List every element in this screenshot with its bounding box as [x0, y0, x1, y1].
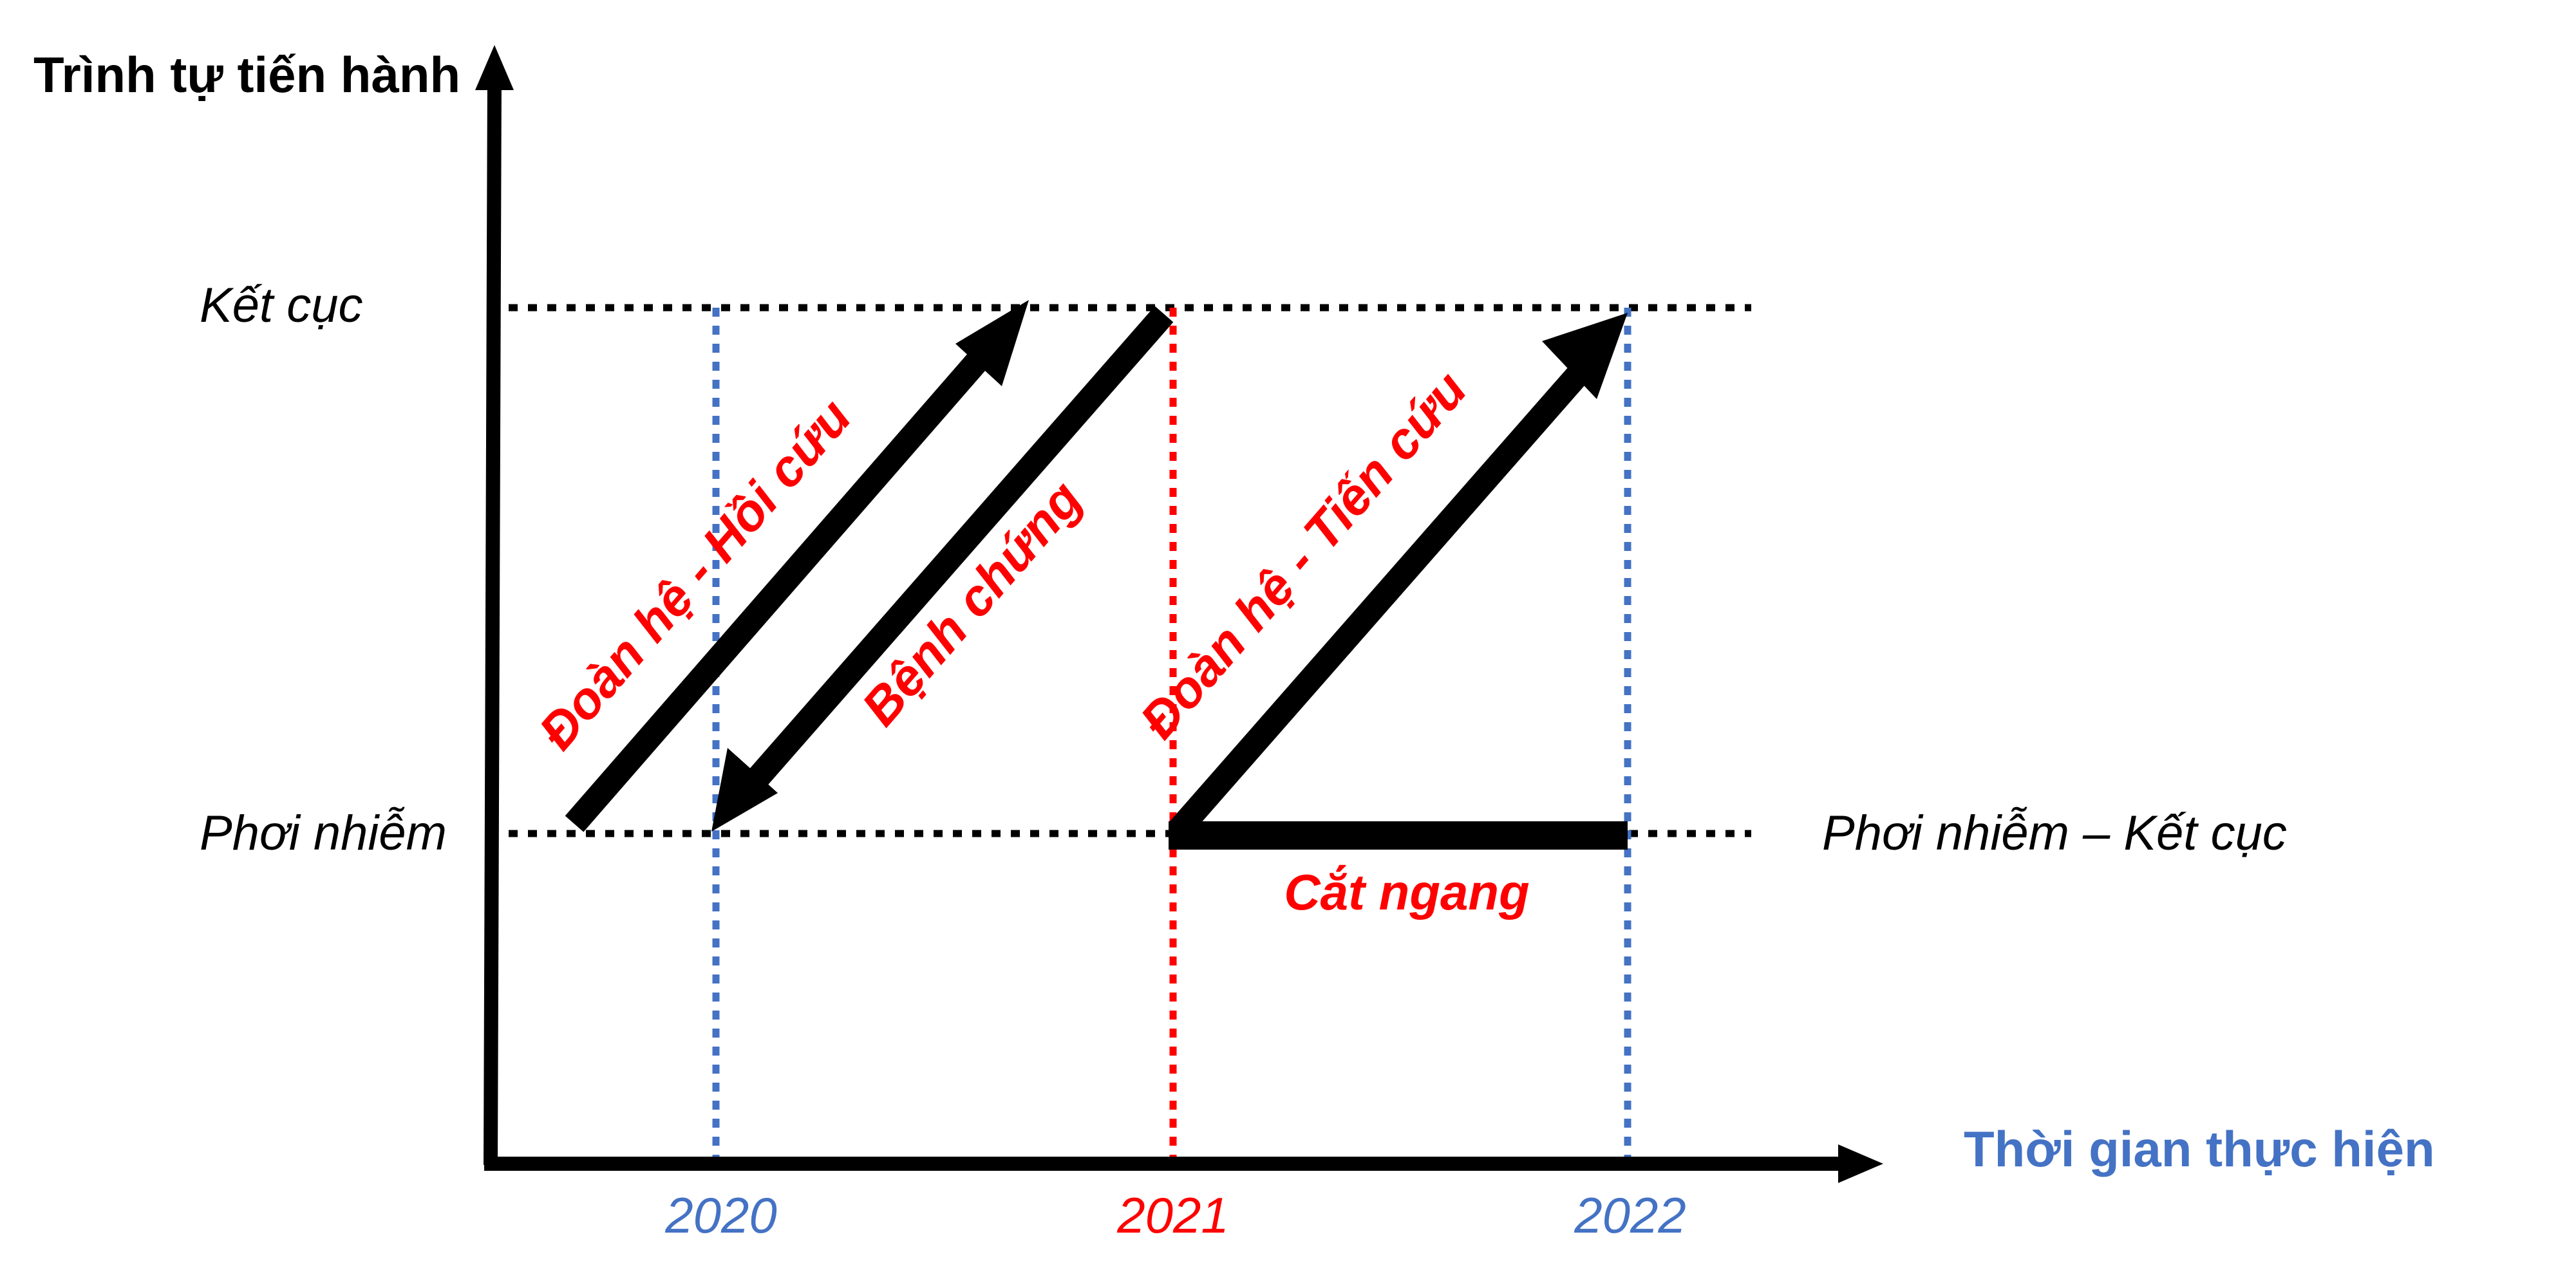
- outcome-label: Kết cục: [200, 278, 362, 333]
- exposure-outcome-label: Phơi nhiễm – Kết cục: [1822, 806, 2287, 861]
- y-axis-arrowhead: [475, 45, 514, 90]
- x-axis-title: Thời gian thực hiện: [1964, 1121, 2435, 1177]
- cross-sectional-label: Cắt ngang: [1284, 864, 1529, 920]
- case-control-label: Bệnh chứng: [851, 470, 1093, 736]
- exposure-label: Phơi nhiễm: [200, 806, 447, 861]
- year-label-2022: 2022: [1574, 1187, 1686, 1244]
- y-axis-title: Trình tự tiến hành: [33, 46, 460, 103]
- x-axis: [484, 1144, 1883, 1183]
- year-label-2020: 2020: [664, 1187, 777, 1244]
- cohort-prospective-arrow: [1169, 313, 1628, 839]
- x-axis-arrowhead: [1838, 1144, 1883, 1183]
- case-control-arrow: [711, 306, 1174, 832]
- cohort-retrospective-arrow: [565, 300, 1029, 832]
- y-axis: [475, 45, 514, 1166]
- year-label-2021: 2021: [1116, 1187, 1229, 1244]
